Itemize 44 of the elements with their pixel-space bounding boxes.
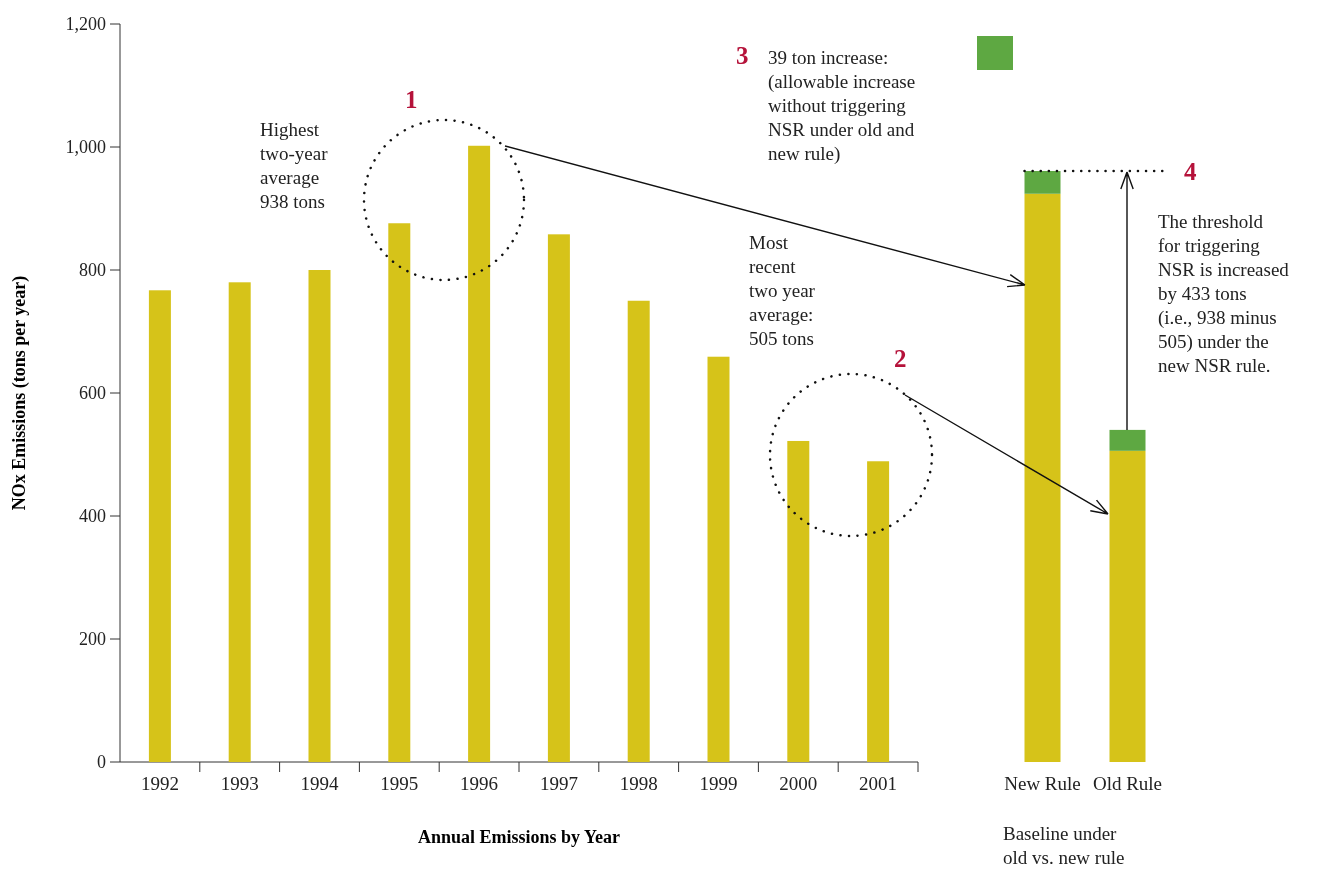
annotation: 2: [894, 345, 907, 372]
bar: [787, 440, 810, 762]
y-tick-label: 200: [79, 629, 106, 649]
text: 39 ton increase: (allowable increase without triggering NSR under old and new rule): [768, 47, 916, 165]
y-tick-label: 800: [79, 260, 106, 280]
bar: [547, 234, 570, 762]
x-tick-label: 1996: [460, 773, 499, 794]
x-tick-label: 2000: [779, 773, 818, 794]
bar: [148, 290, 171, 762]
bar: [707, 356, 730, 762]
text: 4: [1184, 158, 1197, 185]
bar: [867, 461, 890, 762]
y-tick-label: 1,200: [65, 14, 106, 34]
x-tick-label: 1998: [619, 773, 658, 794]
annotation: 1: [405, 86, 418, 113]
x-tick-label: 1993: [220, 773, 259, 794]
y-tick-label: 0: [97, 752, 106, 772]
annotation: Highest two-year average 938 tons: [260, 119, 329, 212]
bar: [1024, 170, 1061, 194]
bar: [468, 145, 491, 762]
y-tick-label: 600: [79, 383, 106, 403]
bar: [308, 270, 331, 762]
x-tick-label: 1994: [300, 773, 339, 794]
y-tick-label: 1,000: [65, 137, 106, 157]
x-tick-label: New Rule: [1004, 773, 1081, 794]
x-tick-label: 1995: [380, 773, 419, 794]
x-tick-label: Old Rule: [1092, 773, 1163, 794]
bar: [1109, 429, 1146, 451]
y-axis-title: NOx Emissions (tons per year): [9, 275, 30, 511]
annotation: 3: [736, 42, 749, 69]
bar: [1024, 193, 1061, 762]
y-tick-label: 400: [79, 506, 106, 526]
annotation: The threshold for triggering NSR is increased by 433 tons (i.e., 938 minus 505) under the new NSR rule.: [1158, 211, 1290, 376]
x-tick-label: 1992: [140, 773, 179, 794]
bar: [388, 223, 411, 762]
bar: [228, 282, 251, 762]
bar: [1109, 450, 1146, 762]
bar: [627, 300, 650, 762]
annotation: Most recent two year average: 505 tons: [749, 232, 816, 349]
x-tick-label: 2001: [859, 773, 898, 794]
x-axis-title: Baseline under old vs. new rule: [1003, 823, 1125, 868]
x-axis-title: Annual Emissions by Year: [418, 827, 620, 847]
x-tick-label: 1999: [699, 773, 738, 794]
x-tick-label: 1997: [539, 773, 578, 794]
